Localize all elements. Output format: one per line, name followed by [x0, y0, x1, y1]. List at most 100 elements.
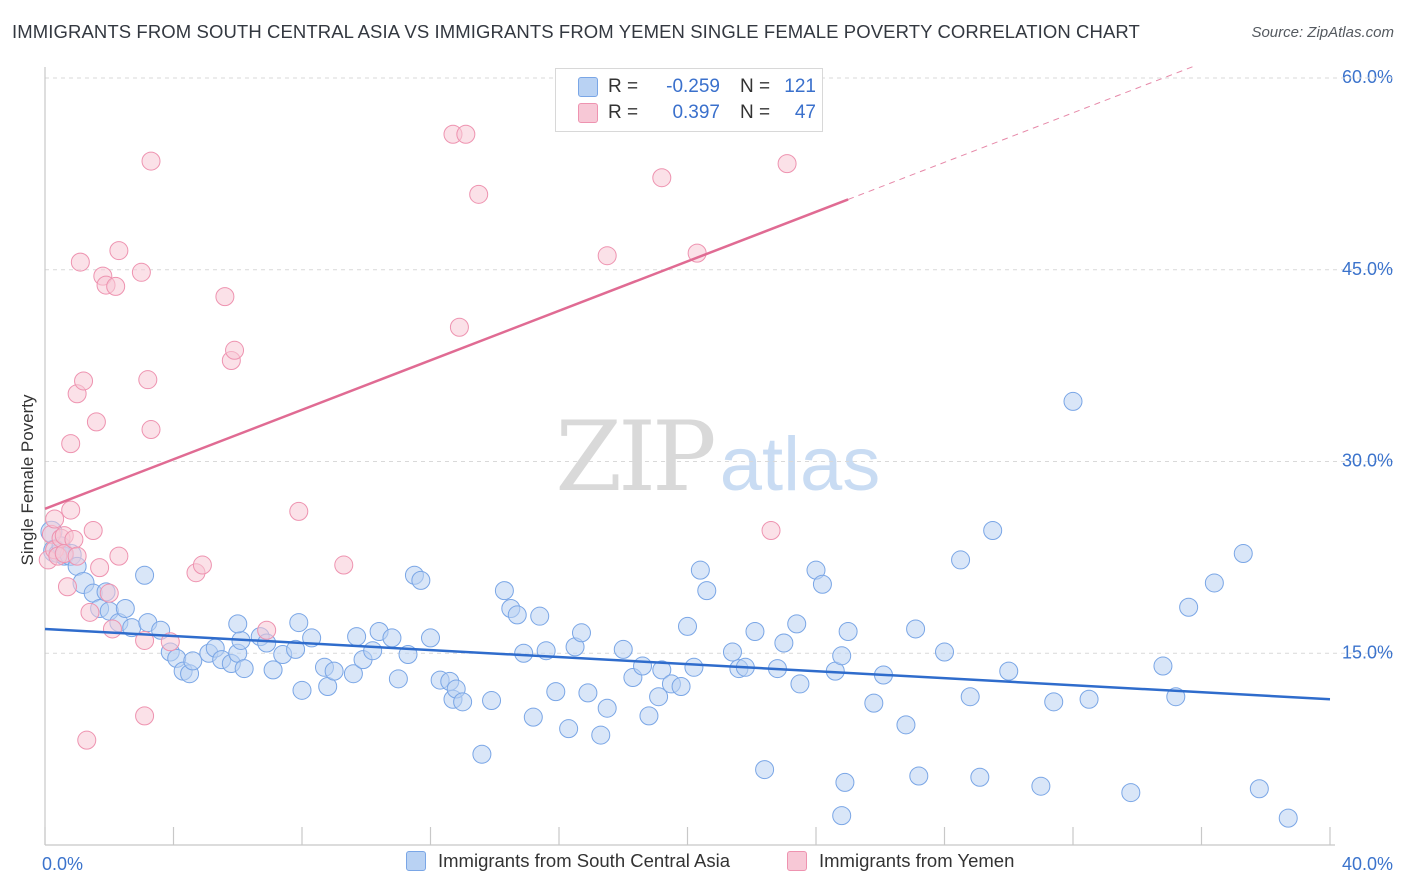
- data-point-south-central-asia: [832, 646, 852, 666]
- data-point-south-central-asia: [1249, 779, 1269, 799]
- data-point-yemen: [215, 287, 235, 307]
- legend-label: Immigrants from Yemen: [819, 850, 1015, 871]
- data-point-south-central-asia: [514, 643, 534, 663]
- data-point-south-central-asia: [597, 698, 617, 718]
- series-legend: Immigrants from South Central Asia Immig…: [0, 850, 1406, 878]
- data-point-yemen: [67, 546, 87, 566]
- legend-n-value: 47: [794, 102, 816, 123]
- data-point-yemen: [141, 420, 161, 440]
- data-point-south-central-asia: [697, 581, 717, 601]
- data-point-yemen: [86, 412, 106, 432]
- data-point-south-central-asia: [1179, 597, 1199, 617]
- data-point-south-central-asia: [135, 565, 155, 585]
- data-point-south-central-asia: [960, 687, 980, 707]
- data-point-south-central-asia: [523, 707, 543, 727]
- data-point-south-central-asia: [292, 680, 312, 700]
- data-point-south-central-asia: [633, 656, 653, 676]
- legend-swatch-pink: [578, 103, 598, 123]
- data-point-south-central-asia: [234, 659, 254, 679]
- chart-title: IMMIGRANTS FROM SOUTH CENTRAL ASIA VS IM…: [12, 21, 1140, 42]
- y-tick-label: 60.0%: [1342, 67, 1393, 87]
- data-point-yemen: [257, 620, 277, 640]
- data-point-south-central-asia: [896, 715, 916, 735]
- data-point-south-central-asia: [1204, 573, 1224, 593]
- data-point-yemen: [102, 619, 122, 639]
- data-point-south-central-asia: [421, 628, 440, 648]
- source-credit: Source: ZipAtlas.com: [1251, 24, 1394, 41]
- y-axis-label: Single Female Poverty: [18, 394, 37, 566]
- data-point-yemen: [192, 555, 212, 575]
- data-point-south-central-asia: [571, 623, 591, 643]
- y-tick-label: 45.0%: [1342, 259, 1393, 279]
- data-point-south-central-asia: [745, 622, 765, 642]
- data-point-yemen: [289, 501, 309, 521]
- data-point-yemen: [138, 370, 158, 390]
- data-point-south-central-asia: [530, 606, 550, 626]
- data-point-south-central-asia: [324, 661, 344, 681]
- data-point-south-central-asia: [1153, 656, 1173, 676]
- legend-item-yemen: Immigrants from Yemen: [787, 850, 1014, 872]
- data-point-south-central-asia: [812, 574, 832, 594]
- data-point-south-central-asia: [970, 767, 990, 787]
- data-point-south-central-asia: [649, 687, 669, 707]
- data-point-yemen: [469, 184, 489, 204]
- data-point-south-central-asia: [909, 766, 929, 786]
- data-point-yemen: [449, 317, 469, 337]
- legend-n-label: N =: [740, 102, 771, 123]
- data-point-yemen: [456, 124, 476, 144]
- data-point-yemen: [652, 168, 672, 188]
- legend-swatch-pink: [787, 851, 807, 871]
- data-point-yemen: [61, 500, 81, 520]
- data-point-south-central-asia: [671, 676, 691, 696]
- data-point-south-central-asia: [864, 693, 884, 713]
- y-axis-label-wrap: Single Female Poverty: [16, 300, 40, 660]
- watermark-zip: ZIP: [555, 401, 714, 513]
- legend-r-value: 0.397: [672, 102, 720, 123]
- data-point-south-central-asia: [838, 622, 858, 642]
- data-point-south-central-asia: [494, 581, 514, 601]
- data-point-yemen: [106, 276, 126, 296]
- data-point-yemen: [99, 583, 119, 603]
- legend-item-south-central-asia: Immigrants from South Central Asia: [406, 850, 730, 872]
- trend-line-yemen: [44, 198, 849, 510]
- data-point-south-central-asia: [578, 683, 598, 703]
- data-point-south-central-asia: [289, 613, 309, 633]
- data-point-south-central-asia: [835, 772, 855, 792]
- data-point-south-central-asia: [678, 616, 697, 636]
- data-point-south-central-asia: [411, 570, 431, 590]
- data-point-yemen: [77, 730, 97, 750]
- trend-line-south-central-asia: [44, 627, 1331, 701]
- data-point-yemen: [135, 630, 155, 650]
- data-point-south-central-asia: [935, 642, 954, 662]
- data-point-yemen: [334, 555, 354, 575]
- x-tick-label: 0.0%: [42, 854, 83, 874]
- data-point-south-central-asia: [453, 692, 473, 712]
- trend-line-yemen-extension: [847, 64, 1197, 200]
- data-point-south-central-asia: [1063, 391, 1083, 411]
- correlation-legend: R = -0.259 N = 121 R = 0.397 N = 47: [555, 68, 823, 132]
- data-point-yemen: [74, 371, 94, 391]
- legend-row-pink: R = 0.397 N = 47: [578, 101, 816, 125]
- watermark-atlas: atlas: [720, 422, 881, 507]
- legend-label: Immigrants from South Central Asia: [438, 850, 730, 871]
- data-point-yemen: [64, 529, 84, 549]
- legend-n-label: N =: [740, 76, 771, 97]
- data-point-south-central-asia: [388, 669, 408, 689]
- legend-row-blue: R = -0.259 N = 121: [578, 75, 816, 99]
- data-point-south-central-asia: [482, 691, 502, 711]
- data-point-south-central-asia: [1044, 692, 1064, 712]
- data-point-south-central-asia: [790, 674, 810, 694]
- data-point-yemen: [61, 434, 81, 454]
- data-point-south-central-asia: [382, 628, 402, 648]
- data-point-south-central-asia: [684, 657, 704, 677]
- data-point-yemen: [777, 154, 797, 174]
- data-point-yemen: [57, 577, 77, 597]
- data-point-south-central-asia: [832, 806, 852, 826]
- data-point-south-central-asia: [347, 627, 367, 647]
- data-point-south-central-asia: [363, 641, 383, 661]
- data-point-yemen: [131, 262, 151, 282]
- data-point-south-central-asia: [507, 605, 527, 625]
- data-point-south-central-asia: [906, 619, 926, 639]
- data-point-south-central-asia: [613, 639, 633, 659]
